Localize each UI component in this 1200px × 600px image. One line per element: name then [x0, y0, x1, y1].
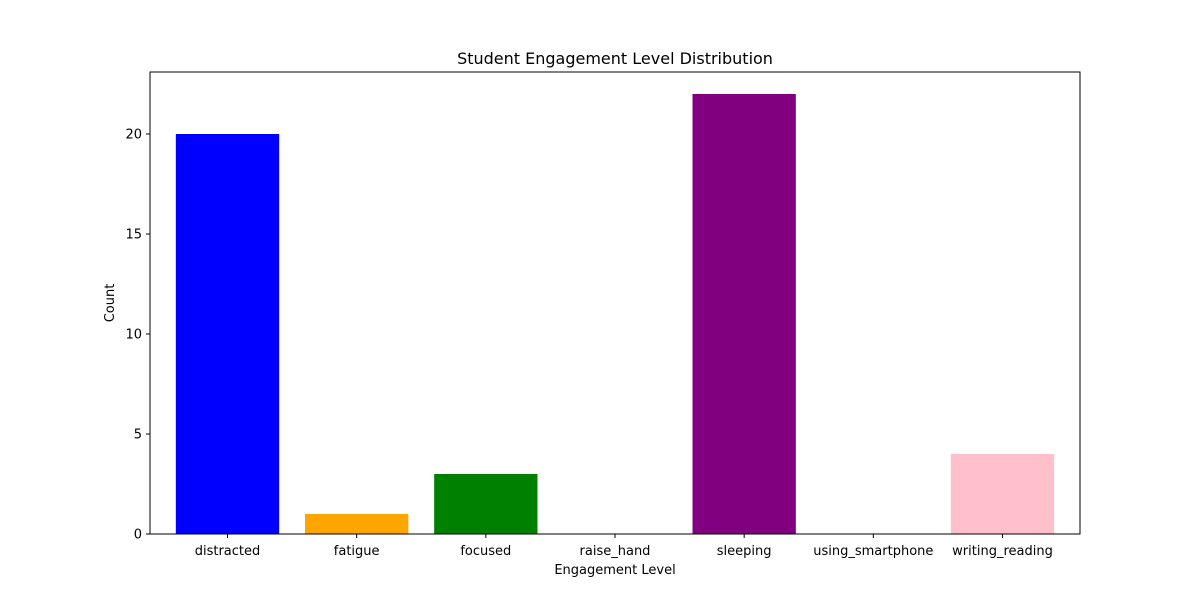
- bar-fatigue: [305, 514, 409, 534]
- bar-focused: [434, 474, 538, 534]
- chart-title: Student Engagement Level Distribution: [457, 49, 773, 68]
- y-axis: 0 5 10 15 20: [125, 128, 150, 543]
- x-tick-label: focused: [460, 544, 511, 559]
- x-axis: distracted fatigue focused raise_hand sleepi…: [195, 534, 1053, 559]
- bar-distracted: [175, 134, 280, 534]
- bar-sleeping: [692, 94, 796, 534]
- y-tick-label: 15: [125, 228, 142, 243]
- y-tick-label: 0: [134, 528, 142, 543]
- x-tick-label: sleeping: [717, 544, 772, 559]
- bar-writing-reading: [950, 454, 1055, 534]
- y-tick-label: 20: [125, 128, 142, 143]
- bars-group: [175, 94, 1055, 534]
- x-tick-label: writing_reading: [952, 544, 1053, 559]
- x-axis-label: Engagement Level: [554, 563, 675, 578]
- y-tick-label: 10: [125, 328, 142, 343]
- y-axis-label: Count: [103, 284, 118, 323]
- x-tick-label: using_smartphone: [813, 544, 933, 559]
- y-tick-label: 5: [134, 428, 142, 443]
- x-tick-label: fatigue: [334, 544, 380, 559]
- x-tick-label: distracted: [195, 544, 261, 559]
- x-tick-label: raise_hand: [580, 544, 651, 559]
- plot-frame: [149, 71, 1081, 535]
